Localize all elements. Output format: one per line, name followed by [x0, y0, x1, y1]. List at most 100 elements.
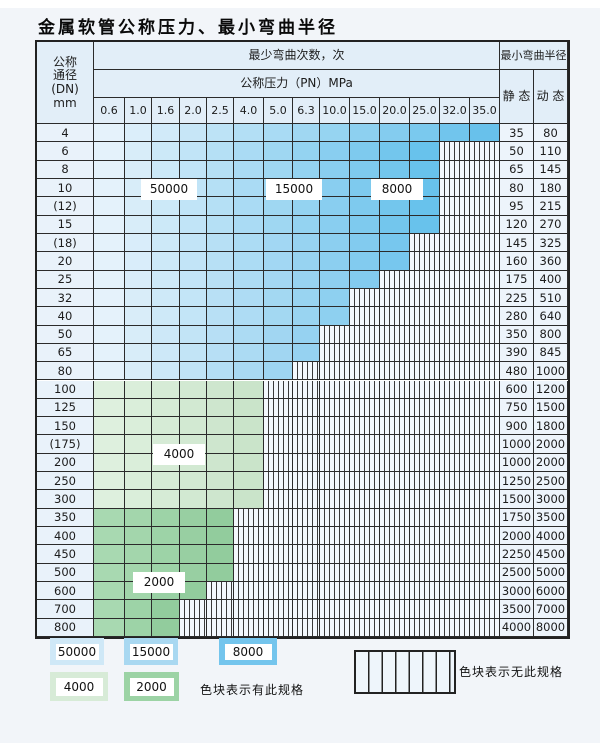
no-spec-cell: [470, 233, 500, 253]
spec-cell: [152, 325, 180, 344]
spec-cell: [320, 252, 350, 271]
no-spec-cell: [440, 343, 470, 363]
no-spec-cell: [410, 563, 440, 583]
no-spec-cell: [264, 453, 293, 473]
no-spec-cell: [470, 325, 500, 344]
no-spec-cell: [320, 325, 350, 344]
dynamic-cell: 1500: [534, 398, 568, 418]
dynamic-cell: 510: [534, 288, 568, 308]
no-spec-cell: [440, 490, 470, 509]
spec-cell: [207, 490, 234, 509]
legend-hatch-swatch: [354, 650, 456, 694]
spec-cell: [125, 453, 152, 473]
spec-cell: [180, 343, 207, 363]
spec-cell: [234, 178, 264, 198]
no-spec-cell: [470, 527, 500, 546]
spec-cell: [234, 233, 264, 253]
static-cell: 3500: [500, 600, 534, 619]
legend-item-label: 4000: [55, 677, 103, 696]
spec-cell: [264, 343, 293, 363]
spec-cell: [125, 197, 152, 216]
no-spec-cell: [350, 545, 380, 564]
spec-cell: [94, 197, 125, 216]
spec-cell: [293, 197, 320, 216]
no-spec-cell: [293, 362, 320, 381]
no-spec-cell: [410, 490, 440, 509]
spec-cell: [180, 490, 207, 509]
spec-cell: [94, 124, 125, 143]
spec-cell: [320, 215, 350, 234]
spec-cell: [293, 307, 320, 326]
no-spec-cell: [410, 582, 440, 601]
no-spec-cell: [380, 362, 410, 381]
no-spec-cell: [264, 435, 293, 454]
no-spec-cell: [410, 270, 440, 289]
spec-cell: [94, 582, 125, 601]
top-strip: [0, 0, 600, 8]
spec-cell: [234, 288, 264, 308]
no-spec-cell: [293, 600, 320, 619]
spec-cell: [234, 398, 264, 418]
legend-item-label: 2000: [129, 677, 174, 696]
dynamic-cell: 2000: [534, 453, 568, 473]
dynamic-cell: 640: [534, 307, 568, 326]
spec-cell: [320, 160, 350, 179]
no-spec-cell: [470, 178, 500, 198]
cycle-count-label: 2000: [133, 571, 185, 593]
spec-cell: [207, 215, 234, 234]
no-spec-cell: [410, 618, 440, 637]
spec-cell: [380, 142, 410, 161]
no-spec-cell: [293, 582, 320, 601]
spec-cell: [264, 215, 293, 234]
spec-cell: [293, 325, 320, 344]
spec-cell: [320, 270, 350, 289]
no-spec-cell: [320, 618, 350, 637]
no-spec-cell: [470, 600, 500, 619]
spec-cell: [293, 124, 320, 143]
no-spec-cell: [380, 270, 410, 289]
spec-cell: [152, 490, 180, 509]
no-spec-cell: [320, 472, 350, 491]
spec-cell: [152, 472, 180, 491]
no-spec-cell: [410, 435, 440, 454]
static-cell: 160: [500, 252, 534, 271]
static-cell: 2000: [500, 527, 534, 546]
no-spec-cell: [293, 490, 320, 509]
no-spec-cell: [470, 417, 500, 436]
legend-item-50000: 50000: [50, 638, 104, 665]
spec-cell: [207, 325, 234, 344]
no-spec-cell: [234, 545, 264, 564]
static-cell: 1000: [500, 453, 534, 473]
spec-cell: [125, 417, 152, 436]
no-spec-cell: [440, 600, 470, 619]
spec-cell: [94, 398, 125, 418]
spec-cell: [180, 380, 207, 399]
no-spec-cell: [380, 582, 410, 601]
pressure-col-header: 25.0: [410, 98, 440, 124]
no-spec-cell: [440, 582, 470, 601]
static-cell: 225: [500, 288, 534, 308]
dynamic-cell: 4000: [534, 527, 568, 546]
no-spec-cell: [264, 563, 293, 583]
spec-cell: [234, 197, 264, 216]
no-spec-cell: [470, 380, 500, 399]
spec-cell: [180, 398, 207, 418]
dn-header-line: (DN): [51, 82, 79, 96]
no-spec-cell: [440, 197, 470, 216]
spec-cell: [94, 233, 125, 253]
spec-cell: [125, 233, 152, 253]
dn-cell: 450: [37, 545, 94, 564]
spec-cell: [320, 124, 350, 143]
cycle-count-label: 8000: [371, 178, 423, 200]
spec-cell: [94, 160, 125, 179]
spec-cell: [207, 252, 234, 271]
no-spec-cell: [234, 582, 264, 601]
spec-cell: [207, 233, 234, 253]
cycle-count-label: 50000: [141, 178, 197, 200]
legend-item-8000: 8000: [219, 638, 277, 665]
no-spec-cell: [380, 618, 410, 637]
no-spec-cell: [410, 380, 440, 399]
cycle-count-label: 15000: [266, 178, 322, 200]
spec-cell: [94, 325, 125, 344]
dn-cell: 32: [37, 288, 94, 308]
